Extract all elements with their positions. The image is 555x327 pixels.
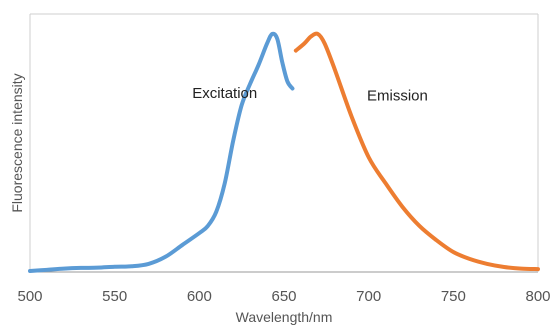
- annotations: Excitation Emission: [192, 85, 428, 104]
- x-tick-labels: 500 550 600 650 700 750 800: [17, 288, 550, 305]
- emission-annotation: Emission: [367, 87, 428, 104]
- x-tick-label: 500: [17, 288, 42, 305]
- series-layer: [28, 31, 540, 273]
- x-tick-label: 550: [102, 288, 127, 305]
- excitation-annotation: Excitation: [192, 85, 257, 102]
- emission-series-line: [293, 31, 540, 272]
- x-tick-label: 800: [525, 288, 550, 305]
- x-tick-label: 700: [356, 288, 381, 305]
- x-tick-label: 750: [441, 288, 466, 305]
- x-axis-label: Wavelength/nm: [236, 309, 333, 325]
- x-tick-label: 650: [271, 288, 296, 305]
- excitation-series-line: [28, 31, 295, 273]
- x-tick-label: 600: [187, 288, 212, 305]
- y-axis-label: Fluorescence intensity: [9, 73, 25, 212]
- plot-area: [29, 13, 539, 273]
